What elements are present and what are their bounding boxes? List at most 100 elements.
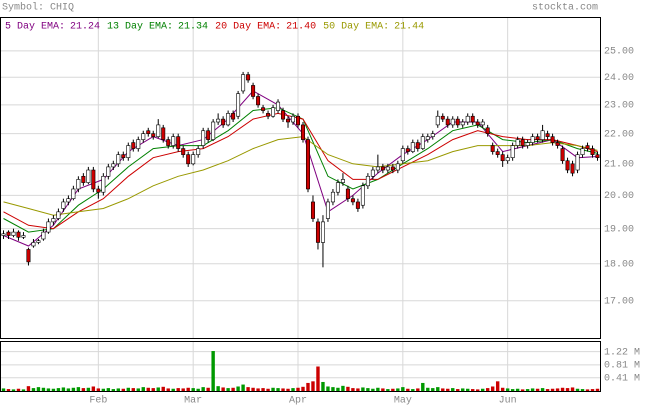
volume-bar bbox=[540, 388, 545, 391]
volume-bar bbox=[366, 388, 370, 391]
candle-body bbox=[365, 175, 370, 187]
candle-body bbox=[545, 133, 550, 137]
volume-bar bbox=[381, 388, 385, 391]
candle-body bbox=[251, 85, 256, 97]
volume-bar bbox=[121, 388, 125, 391]
candle-body bbox=[590, 148, 595, 155]
volume-bar bbox=[281, 388, 285, 391]
candle-body bbox=[480, 121, 485, 126]
candle-body bbox=[355, 201, 360, 209]
volume-bar bbox=[386, 389, 390, 391]
candle-body bbox=[595, 154, 600, 158]
volume-bar bbox=[560, 387, 565, 391]
x-tick-label: Feb bbox=[89, 395, 107, 406]
volume-bar bbox=[471, 389, 475, 391]
candle-body bbox=[540, 130, 545, 140]
volume-bar bbox=[36, 387, 41, 391]
candle-body bbox=[81, 175, 86, 183]
y-tick-label: 0.41 M bbox=[604, 373, 640, 384]
volume-bar bbox=[396, 388, 400, 391]
volume-bar bbox=[131, 388, 135, 391]
legend-label: 20 Day EMA: bbox=[215, 22, 281, 33]
candle-body bbox=[1, 233, 6, 236]
candle-body bbox=[191, 154, 196, 165]
volume-bar bbox=[306, 382, 310, 391]
volume-bar bbox=[590, 389, 595, 391]
candle-body bbox=[375, 166, 380, 171]
volume-bar bbox=[276, 388, 280, 391]
candle-body bbox=[555, 142, 560, 146]
volume-bar bbox=[575, 388, 580, 391]
legend-label: 50 Day EMA: bbox=[323, 22, 389, 33]
candle-body bbox=[450, 118, 455, 126]
y-tick-label: 21.00 bbox=[604, 159, 634, 170]
volume-bar bbox=[291, 388, 295, 391]
source: stockta.com bbox=[532, 2, 598, 14]
candle-body bbox=[21, 235, 26, 238]
volume-bar bbox=[21, 389, 26, 391]
y-tick-label: 19.00 bbox=[604, 224, 634, 235]
candle-body bbox=[176, 136, 181, 149]
candle-body bbox=[570, 163, 575, 174]
volume-bar bbox=[525, 389, 530, 391]
volume-bar bbox=[411, 389, 415, 391]
candle-body bbox=[241, 74, 246, 92]
volume-bar bbox=[570, 387, 575, 391]
candle-body bbox=[525, 142, 530, 146]
candle-body bbox=[141, 133, 146, 140]
candle-body bbox=[585, 145, 590, 149]
volume-bar bbox=[311, 381, 315, 391]
volume-bar bbox=[136, 388, 140, 391]
volume-bar bbox=[201, 387, 205, 391]
candle-body bbox=[430, 133, 435, 137]
volume-bar bbox=[16, 388, 21, 391]
volume-bar bbox=[326, 386, 330, 391]
candle-body bbox=[465, 115, 470, 123]
candle-body bbox=[455, 118, 460, 126]
volume-bar bbox=[51, 388, 56, 391]
volume-bar bbox=[535, 388, 540, 391]
candle-body bbox=[435, 115, 440, 126]
volume-bar bbox=[346, 386, 350, 391]
candle-body bbox=[146, 130, 151, 134]
volume-bar bbox=[446, 388, 450, 391]
x-tick-label: May bbox=[394, 396, 412, 406]
volume-bar bbox=[391, 388, 395, 391]
candle-body bbox=[211, 121, 216, 140]
candle-body bbox=[530, 136, 535, 143]
candle-body bbox=[415, 142, 420, 149]
legend-value: 21.34 bbox=[178, 22, 208, 33]
candle-body bbox=[390, 166, 395, 171]
volume-bar bbox=[505, 388, 510, 391]
volume-bar bbox=[126, 387, 130, 391]
candle-body bbox=[276, 101, 281, 111]
candle-body bbox=[560, 148, 565, 162]
candle-body bbox=[46, 221, 51, 233]
candle-body bbox=[156, 124, 161, 137]
candle-body bbox=[565, 160, 570, 171]
candle-body bbox=[410, 142, 415, 152]
volume-bar bbox=[256, 388, 260, 391]
volume-bar bbox=[171, 388, 175, 391]
volume-bar bbox=[316, 366, 320, 391]
candle-body bbox=[580, 148, 585, 155]
candle-body bbox=[101, 175, 106, 193]
volume-bar bbox=[301, 386, 305, 391]
volume-bar bbox=[216, 386, 220, 391]
candle-body bbox=[495, 151, 500, 155]
volume-bar bbox=[81, 388, 86, 391]
candle-body bbox=[310, 201, 315, 219]
candle-body bbox=[380, 166, 385, 171]
candle-body bbox=[520, 139, 525, 146]
volume-bar bbox=[241, 384, 245, 391]
candle-body bbox=[11, 231, 16, 236]
candle-body bbox=[286, 118, 291, 123]
volume-bar bbox=[61, 387, 66, 391]
candle-body bbox=[91, 169, 96, 190]
volume-bar bbox=[191, 388, 195, 391]
candle-body bbox=[61, 201, 66, 209]
candle-body bbox=[350, 198, 355, 203]
candle-body bbox=[116, 154, 121, 165]
candle-body bbox=[111, 163, 116, 168]
